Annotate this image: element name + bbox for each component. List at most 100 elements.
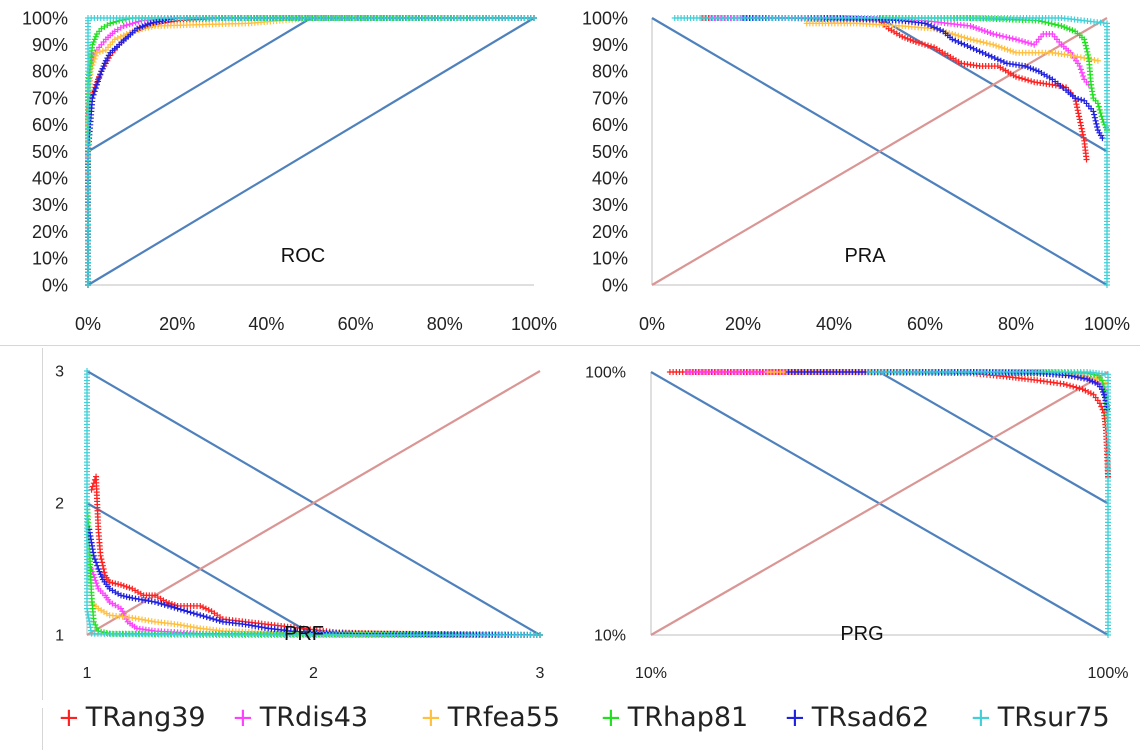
data-point — [1001, 45, 1008, 52]
data-point — [1070, 383, 1077, 390]
y-tick-label: 80% — [32, 62, 68, 82]
data-point — [985, 52, 992, 59]
reference-line — [87, 17, 535, 286]
data-point — [987, 40, 993, 47]
data-point — [1066, 26, 1073, 33]
data-point — [983, 40, 990, 47]
legend-label: TRhap81 — [627, 702, 749, 733]
data-point — [93, 624, 100, 631]
data-point — [1085, 388, 1092, 395]
y-tick-label: 90% — [592, 35, 628, 55]
data-point — [1000, 33, 1006, 40]
data-point — [899, 33, 906, 40]
data-point — [101, 60, 108, 67]
data-point — [91, 574, 98, 581]
data-point — [1022, 63, 1029, 70]
series-3 — [84, 500, 543, 638]
y-tick-label: 1 — [55, 628, 64, 645]
data-point — [120, 582, 127, 589]
data-point — [1071, 53, 1078, 60]
y-tick-label: 10% — [32, 249, 68, 269]
data-point — [1078, 125, 1085, 132]
data-point — [1098, 113, 1105, 120]
data-point — [1078, 122, 1084, 129]
data-point — [984, 29, 991, 36]
y-tick-label: 10% — [592, 249, 628, 269]
data-point — [958, 40, 965, 47]
chart-title: PRG — [840, 623, 883, 645]
data-point — [970, 24, 977, 31]
x-tick-label: 80% — [427, 314, 463, 334]
data-point — [1063, 381, 1070, 388]
data-point — [1022, 39, 1029, 46]
data-point — [117, 581, 124, 588]
data-point — [1074, 53, 1081, 60]
data-point — [915, 39, 922, 46]
legend-item-trsad62: + TRsad62 — [784, 702, 929, 733]
data-point — [117, 33, 124, 40]
data-point — [1079, 128, 1086, 135]
data-point — [531, 15, 537, 21]
data-point — [91, 88, 98, 95]
data-point — [166, 599, 173, 606]
data-point — [126, 594, 133, 601]
data-point — [88, 486, 95, 493]
data-point — [119, 608, 126, 615]
data-point — [961, 41, 968, 48]
data-point — [904, 35, 911, 42]
data-point — [961, 34, 968, 41]
data-point — [1013, 73, 1019, 80]
data-point — [987, 30, 994, 37]
data-point — [100, 566, 107, 572]
data-point — [998, 44, 1005, 51]
data-point — [997, 57, 1004, 64]
data-point — [144, 21, 151, 28]
data-point — [974, 37, 980, 44]
legend: + TRang39 + TRdis43 + TRfea55 + TRhap81 + TRsad62… — [0, 690, 1140, 750]
y-tick-label: 40% — [592, 169, 628, 189]
x-tick-label: 20% — [159, 314, 195, 334]
chart-title: ROC — [281, 245, 325, 267]
data-point — [937, 27, 944, 34]
data-point — [206, 615, 213, 622]
y-tick-label: 40% — [32, 169, 68, 189]
data-point — [1082, 387, 1089, 394]
data-point — [93, 580, 100, 587]
legend-marker-icon: + — [600, 703, 622, 733]
data-point — [1055, 22, 1062, 29]
x-tick-label: 40% — [816, 314, 852, 334]
data-point — [1087, 390, 1094, 397]
data-point — [1095, 103, 1102, 110]
y-tick-label: 3 — [55, 364, 64, 381]
data-point — [955, 39, 962, 46]
data-point — [92, 52, 99, 59]
data-point — [1052, 21, 1058, 28]
data-point — [1085, 51, 1092, 58]
data-point — [994, 56, 1001, 63]
data-point — [964, 35, 971, 42]
data-point — [184, 608, 191, 615]
y-tick-label: 100% — [22, 8, 68, 28]
data-point — [168, 600, 175, 607]
data-point — [1019, 75, 1026, 82]
x-tick-label: 1 — [83, 665, 92, 682]
data-point — [145, 24, 152, 31]
data-point — [123, 22, 130, 29]
data-point — [96, 48, 103, 55]
y-tick-label: 0% — [602, 275, 628, 295]
legend-item-trdis43: + TRdis43 — [232, 702, 368, 733]
data-point — [990, 41, 997, 48]
data-point — [934, 25, 941, 32]
data-point — [1006, 34, 1013, 41]
x-tick-label: 2 — [309, 665, 318, 682]
data-point — [210, 615, 217, 622]
data-point — [213, 616, 220, 623]
y-tick-label: 70% — [32, 88, 68, 108]
y-tick-label: 30% — [32, 195, 68, 215]
data-point — [1091, 111, 1098, 118]
data-point — [967, 23, 974, 30]
data-point — [90, 91, 97, 98]
data-point — [197, 612, 204, 619]
x-tick-label: 100% — [1088, 665, 1129, 682]
data-point — [123, 593, 130, 600]
